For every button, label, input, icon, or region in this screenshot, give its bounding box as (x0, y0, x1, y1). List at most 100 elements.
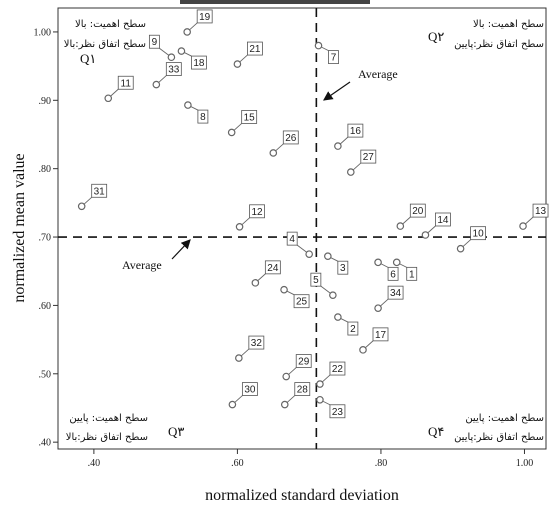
data-point-17: 17 (359, 327, 389, 354)
quadrant-consensus-text: سطح اتفاق نظر:بالا (64, 39, 146, 50)
point-marker (519, 222, 527, 230)
y-axis-title: normalized mean value (11, 153, 28, 302)
data-point-22: 22 (316, 361, 346, 388)
data-point-11: 11 (104, 75, 134, 103)
data-point-21: 21 (233, 41, 263, 68)
point-label: 17 (375, 330, 387, 341)
point-label-box (387, 285, 404, 300)
data-point-7: 7 (314, 41, 339, 65)
y-tick-label: .90 (39, 96, 52, 107)
data-point-15: 15 (227, 110, 258, 137)
point-label: 9 (152, 37, 158, 48)
point-marker (251, 279, 260, 287)
data-point-28: 28 (280, 382, 311, 409)
clipped-title-strip (180, 0, 370, 4)
point-marker (282, 372, 291, 381)
point-label: 15 (244, 112, 256, 123)
data-point-30: 30 (228, 382, 258, 409)
quadrant-id: Q۲ (428, 29, 444, 44)
point-marker (183, 28, 191, 36)
point-label: 34 (390, 288, 402, 299)
point-label-box (387, 266, 399, 281)
point-label: 5 (313, 275, 319, 286)
point-label: 13 (535, 206, 547, 217)
point-label: 11 (121, 78, 132, 89)
point-label-box (282, 130, 299, 145)
data-point-10: 10 (456, 226, 487, 253)
x-axis-title: normalized standard deviation (205, 487, 399, 504)
y-tick-label: .50 (39, 369, 52, 380)
x-tick-label: .40 (88, 458, 101, 469)
point-marker (280, 285, 288, 294)
point-label-box (191, 55, 207, 70)
point-label-box (532, 203, 549, 218)
data-point-1: 1 (392, 258, 418, 281)
point-label-box (347, 123, 364, 138)
point-marker (77, 202, 86, 211)
point-label: 8 (200, 112, 206, 123)
quadrant-id: Q۳ (168, 424, 184, 439)
point-marker (305, 250, 313, 258)
point-label-box (329, 361, 346, 376)
quadrant-importance-text: سطح اهمیت: بالا (75, 19, 146, 30)
point-label-box (295, 354, 312, 368)
quadrant-consensus-text: سطح اتفاق نظر:بالا (66, 432, 148, 443)
point-marker (104, 94, 113, 103)
point-marker (334, 142, 342, 150)
point-label: 1 (409, 269, 415, 280)
y-tick-label: 1.00 (34, 27, 52, 38)
point-label-box (165, 62, 182, 76)
axis-ticks: .40 .60 .80 1.00 .40 .50 .60 .70 .80 .90 1.00 (34, 27, 534, 469)
point-label-box (310, 272, 322, 287)
point-marker (269, 149, 278, 157)
data-point-32: 32 (235, 335, 265, 362)
point-label-box (247, 41, 263, 56)
point-label: 10 (473, 229, 485, 240)
plot-frame (57, 7, 547, 450)
data-point-19: 19 (183, 9, 213, 36)
quadrant-q4: سطح اهمیت: پایین سطح اتفاق نظر:پایین Q۴ (428, 413, 544, 443)
point-marker (421, 231, 430, 239)
data-point-13: 13 (519, 203, 549, 230)
quadrant-id: Q۱ (80, 51, 96, 66)
y-tick-label: .70 (39, 233, 52, 244)
point-marker (456, 244, 465, 253)
quadrant-importance-text: سطح اهمیت: پایین (69, 413, 148, 424)
point-label-box (337, 260, 349, 275)
point-label-box (286, 231, 298, 246)
data-point-2: 2 (334, 313, 359, 336)
point-marker (280, 400, 289, 409)
point-marker (235, 354, 243, 362)
point-label-box (248, 335, 265, 350)
point-label: 18 (193, 58, 205, 69)
point-marker (374, 304, 382, 312)
point-label-box (470, 226, 487, 241)
point-label: 6 (390, 269, 396, 280)
data-point-14: 14 (421, 212, 451, 239)
data-point-16: 16 (334, 123, 364, 150)
point-label-box (372, 327, 389, 342)
average-label-horizontal: Average (122, 258, 162, 272)
data-point-26: 26 (269, 130, 299, 157)
quadrant-id: Q۴ (428, 424, 444, 439)
point-label-box (347, 321, 359, 336)
point-label: 2 (350, 324, 356, 335)
point-label: 25 (296, 297, 308, 308)
y-tick-label: .40 (39, 438, 52, 449)
x-tick-label: .80 (375, 458, 388, 469)
point-marker (227, 128, 236, 137)
data-point-34: 34 (374, 285, 404, 312)
point-marker (233, 60, 242, 68)
point-marker (177, 47, 186, 55)
quadrant-importance-text: سطح اهمیت: پایین (465, 413, 544, 424)
point-label-box (241, 382, 258, 396)
point-label: 3 (340, 263, 346, 274)
point-label: 16 (350, 126, 362, 137)
point-label: 19 (199, 12, 211, 23)
data-point-33: 33 (152, 62, 182, 89)
point-label-box (409, 203, 426, 218)
point-marker (374, 258, 382, 267)
quadrant-consensus-text: سطح اتفاق نظر:پایین (454, 39, 544, 50)
